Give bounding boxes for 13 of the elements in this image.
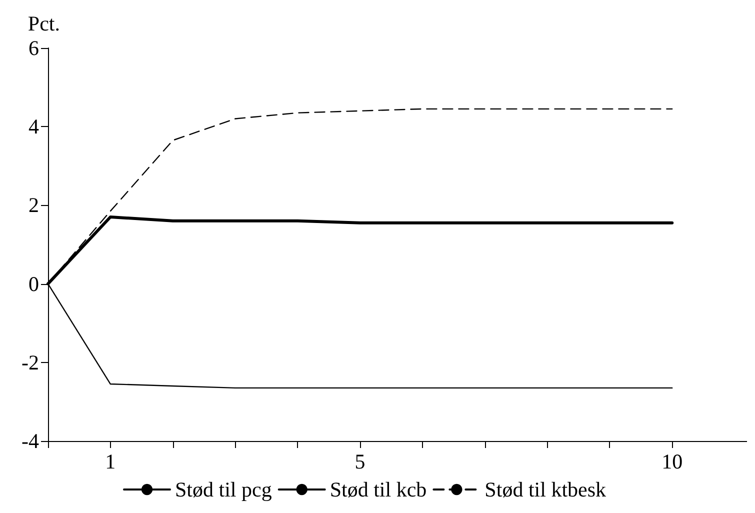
y-tick-label: -2: [22, 350, 39, 374]
x-tick-label: 1: [105, 450, 116, 474]
y-tick-label: 0: [28, 272, 39, 296]
y-tick-label: -4: [22, 429, 40, 453]
y-axis-title: Pct.: [28, 12, 60, 36]
legend-label: Stød til pcg: [175, 478, 272, 502]
legend-label: Stød til kcb: [330, 478, 427, 502]
y-tick-label: 6: [28, 36, 39, 60]
x-tick-label: 5: [354, 450, 366, 474]
y-tick-label: 4: [28, 114, 40, 139]
x-tick-label: 10: [662, 450, 683, 474]
legend-label: Stød til ktbesk: [484, 478, 607, 502]
y-tick-label: 2: [28, 193, 39, 218]
